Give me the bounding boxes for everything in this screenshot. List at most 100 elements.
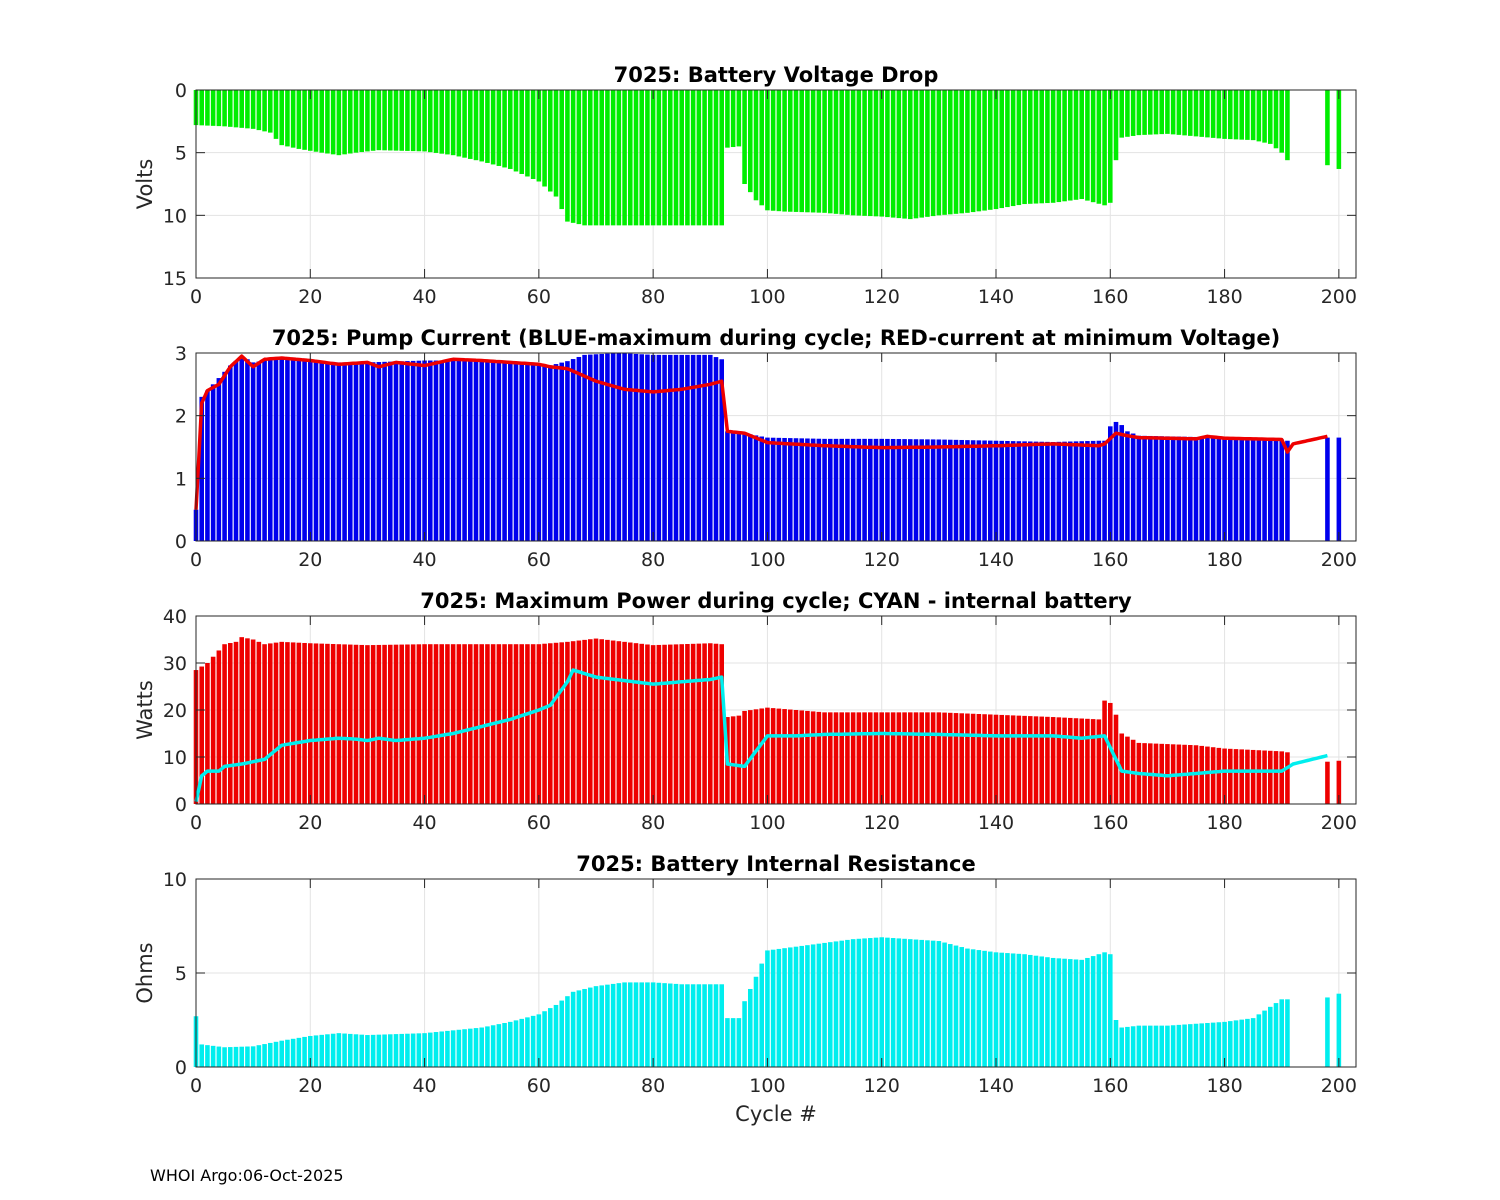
bar bbox=[850, 712, 856, 804]
x-tick-label: 80 bbox=[641, 286, 665, 308]
y-tick-label: 1 bbox=[175, 468, 187, 490]
bar bbox=[273, 358, 279, 541]
bar bbox=[233, 90, 239, 128]
bar bbox=[799, 945, 804, 1067]
bar bbox=[816, 943, 822, 1067]
bar bbox=[1285, 90, 1290, 161]
bar bbox=[553, 364, 559, 541]
bar bbox=[1113, 1020, 1119, 1067]
bar bbox=[605, 984, 610, 1067]
bar bbox=[828, 90, 833, 214]
bar bbox=[313, 360, 319, 541]
bar bbox=[708, 354, 713, 541]
bar bbox=[845, 438, 850, 541]
bar bbox=[1325, 437, 1330, 541]
x-tick-label: 60 bbox=[527, 549, 551, 571]
chart-resistance: 0 20 40 60 80 100 120 140 160 180 200 0 5 10 7025: Bat… bbox=[133, 852, 1357, 1126]
bar bbox=[970, 440, 976, 541]
bar bbox=[862, 90, 867, 216]
bar bbox=[502, 90, 507, 168]
bar bbox=[833, 941, 839, 1067]
bar bbox=[622, 353, 627, 541]
bar bbox=[508, 90, 513, 169]
bar bbox=[719, 984, 724, 1067]
bar bbox=[1262, 90, 1267, 143]
bar bbox=[850, 939, 856, 1067]
bar bbox=[1279, 439, 1284, 541]
bar bbox=[839, 438, 844, 541]
bar bbox=[342, 644, 347, 804]
bar bbox=[1090, 440, 1096, 541]
y-tick-label: 10 bbox=[163, 747, 187, 769]
bar bbox=[1022, 90, 1027, 205]
bar bbox=[433, 644, 439, 804]
bar bbox=[479, 1027, 484, 1067]
bar bbox=[1125, 431, 1130, 541]
bar bbox=[770, 437, 776, 541]
bar bbox=[536, 90, 542, 182]
bar bbox=[370, 362, 376, 541]
bar bbox=[1325, 90, 1330, 166]
x-tick-label: 80 bbox=[641, 812, 665, 834]
x-tick-label: 120 bbox=[864, 812, 900, 834]
bar bbox=[605, 353, 610, 541]
bar bbox=[965, 948, 970, 1067]
y-tick-label: 5 bbox=[175, 143, 187, 165]
bar bbox=[1268, 750, 1273, 804]
bar bbox=[245, 638, 250, 804]
bar bbox=[570, 991, 576, 1067]
bar bbox=[1108, 954, 1113, 1067]
bar bbox=[1222, 90, 1227, 139]
bar bbox=[290, 1038, 296, 1067]
bar bbox=[542, 364, 547, 541]
bar bbox=[628, 353, 633, 541]
bar bbox=[908, 939, 913, 1067]
bar bbox=[948, 944, 953, 1067]
bar bbox=[548, 365, 553, 541]
bar bbox=[262, 90, 267, 132]
bar bbox=[570, 641, 576, 804]
bar bbox=[696, 90, 702, 226]
bar bbox=[290, 358, 296, 541]
bar bbox=[559, 642, 564, 804]
bar bbox=[570, 359, 576, 541]
bar bbox=[622, 641, 627, 804]
bar bbox=[388, 644, 393, 804]
bar bbox=[542, 90, 547, 187]
bar bbox=[1336, 437, 1342, 541]
bar bbox=[1085, 957, 1090, 1067]
bar bbox=[1193, 1023, 1199, 1067]
bar bbox=[210, 1045, 216, 1067]
bar bbox=[216, 650, 222, 804]
bar bbox=[628, 90, 633, 226]
x-tick-label: 160 bbox=[1092, 286, 1128, 308]
bar bbox=[1016, 953, 1022, 1067]
bar bbox=[656, 354, 662, 541]
bar bbox=[410, 644, 416, 804]
bar bbox=[1250, 438, 1256, 541]
bar bbox=[616, 353, 622, 541]
bar bbox=[1228, 90, 1233, 140]
bar bbox=[542, 1011, 547, 1067]
bar bbox=[982, 950, 987, 1067]
x-tick-label: 200 bbox=[1321, 1075, 1357, 1097]
bar bbox=[828, 712, 833, 804]
bar bbox=[353, 644, 359, 804]
bar bbox=[239, 356, 244, 541]
bar bbox=[262, 1044, 267, 1067]
bar bbox=[1199, 1023, 1204, 1067]
bar bbox=[382, 644, 387, 804]
bar bbox=[433, 360, 439, 541]
bar bbox=[645, 644, 650, 804]
bar bbox=[525, 90, 530, 177]
bar bbox=[850, 90, 856, 216]
bar bbox=[942, 942, 947, 1067]
bar bbox=[296, 90, 302, 149]
bar bbox=[216, 90, 222, 127]
bar bbox=[650, 645, 656, 804]
bar bbox=[250, 362, 256, 541]
y-tick-label: 20 bbox=[163, 700, 187, 722]
bar bbox=[1165, 744, 1170, 804]
bar bbox=[268, 643, 273, 804]
bar bbox=[845, 90, 850, 215]
